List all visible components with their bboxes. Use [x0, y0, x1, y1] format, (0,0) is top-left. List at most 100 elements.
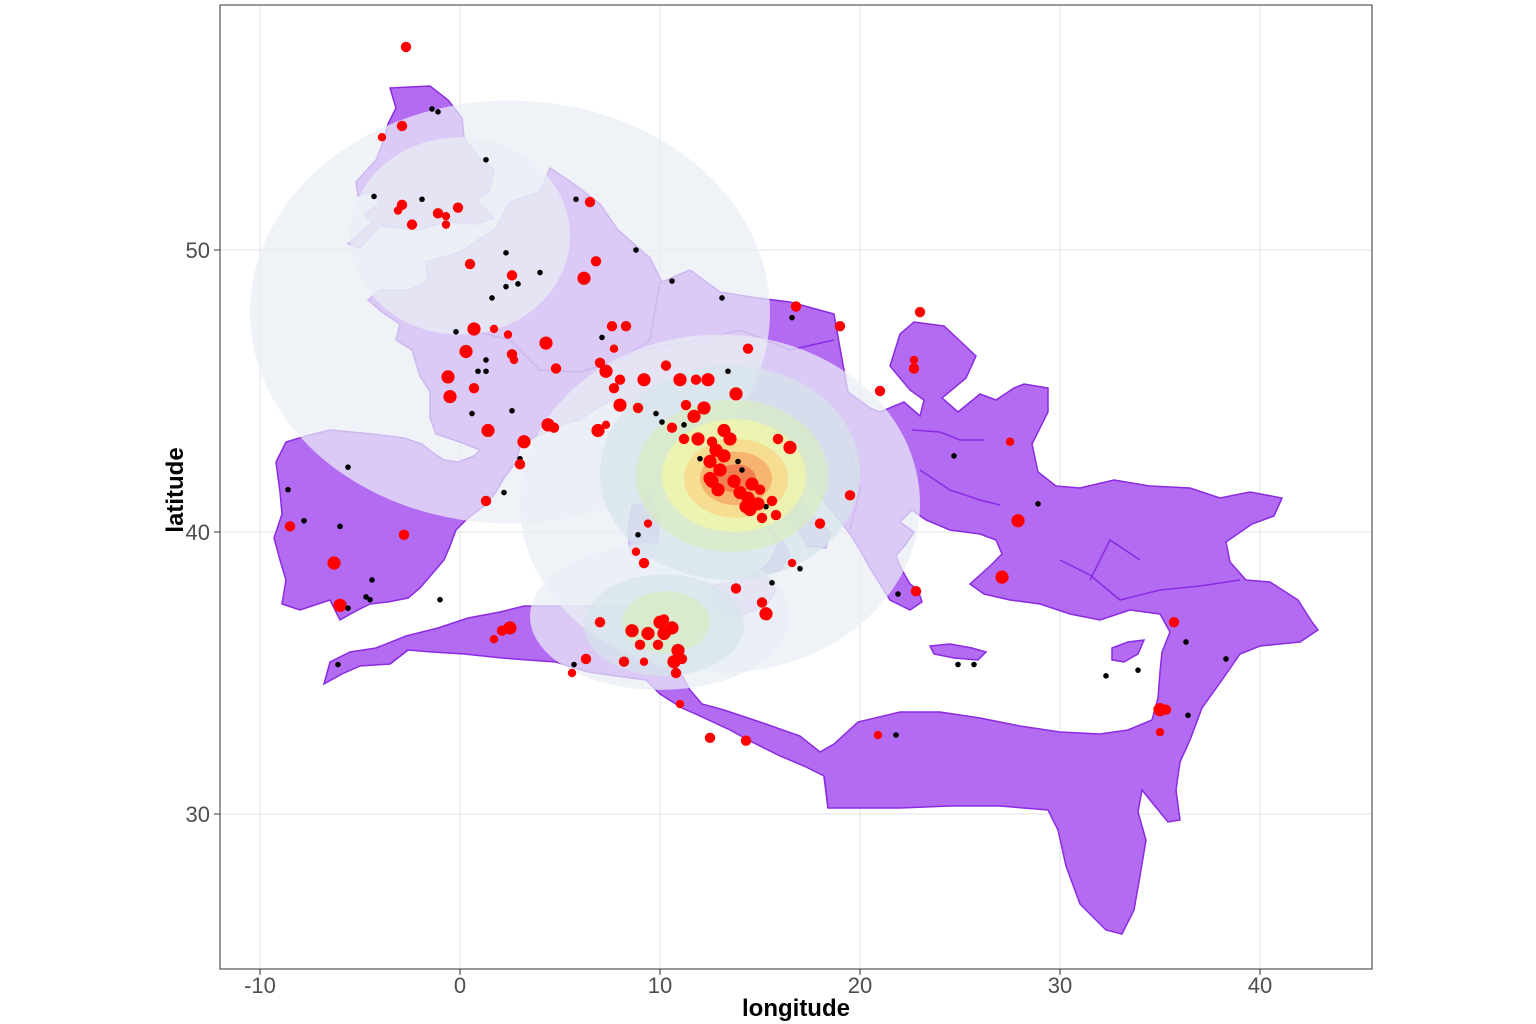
data-point — [652, 639, 664, 650]
data-point — [634, 639, 646, 650]
data-point — [517, 435, 531, 449]
data-point — [759, 607, 773, 621]
data-point — [673, 373, 687, 387]
data-point — [641, 626, 655, 641]
data-point — [483, 357, 489, 363]
data-point — [369, 577, 375, 583]
data-point — [441, 370, 455, 384]
data-point — [371, 193, 377, 200]
data-point — [772, 433, 784, 445]
data-point — [480, 495, 492, 507]
data-point — [697, 401, 711, 415]
x-axis-title: longitude — [742, 995, 850, 1022]
data-point — [468, 382, 480, 394]
data-point — [503, 621, 517, 635]
data-point — [539, 336, 553, 350]
data-point — [745, 477, 759, 491]
data-point — [660, 360, 672, 371]
data-point — [687, 409, 701, 423]
data-point — [400, 41, 412, 53]
data-point — [637, 373, 651, 387]
data-point — [735, 458, 741, 465]
data-point — [639, 657, 649, 666]
data-point — [419, 196, 425, 203]
data-point — [971, 661, 977, 668]
data-point — [441, 211, 451, 221]
data-point — [995, 570, 1009, 584]
data-point — [797, 565, 803, 572]
points-layer — [284, 41, 1229, 746]
data-point — [895, 591, 901, 597]
data-point — [951, 453, 957, 459]
data-point — [739, 467, 745, 473]
data-point — [681, 422, 687, 428]
data-point — [594, 357, 606, 368]
data-point — [503, 330, 513, 339]
data-point — [729, 387, 743, 401]
data-point — [703, 454, 717, 469]
data-point — [1011, 514, 1025, 528]
data-point — [680, 399, 692, 411]
data-point — [719, 295, 725, 301]
data-point — [406, 219, 418, 230]
data-point — [609, 344, 619, 353]
data-point — [910, 586, 922, 597]
data-point — [632, 402, 644, 414]
x-tick-label: 0 — [454, 973, 466, 998]
data-point — [573, 196, 579, 203]
data-point — [669, 278, 675, 284]
data-point — [435, 109, 441, 115]
data-point — [769, 579, 775, 586]
data-point — [697, 455, 703, 462]
x-tick-label: 20 — [848, 973, 872, 998]
data-point — [631, 547, 641, 556]
data-point — [599, 364, 613, 378]
data-point — [459, 344, 473, 359]
data-point — [483, 368, 489, 375]
data-point — [367, 596, 373, 603]
data-point — [908, 363, 920, 374]
data-point — [301, 517, 307, 524]
data-point — [599, 334, 605, 341]
data-point — [653, 410, 659, 417]
data-point — [453, 328, 459, 335]
panel-border — [219, 4, 1373, 970]
data-point — [789, 314, 795, 321]
data-point — [740, 735, 752, 746]
data-point — [834, 320, 846, 332]
data-point — [620, 320, 632, 332]
data-point — [666, 422, 678, 433]
data-point — [635, 532, 641, 538]
data-point — [754, 484, 766, 495]
data-point — [614, 374, 626, 385]
data-point — [503, 283, 509, 290]
x-tick-label: -10 — [244, 973, 276, 998]
data-point — [783, 440, 797, 454]
data-point — [667, 655, 681, 669]
data-point — [1223, 656, 1229, 662]
data-point — [814, 518, 826, 529]
data-point — [548, 422, 560, 433]
data-point — [704, 732, 716, 744]
data-point — [675, 699, 685, 709]
data-point — [790, 301, 802, 312]
data-point — [335, 661, 341, 668]
data-point — [874, 385, 886, 397]
data-point — [678, 433, 690, 445]
data-point — [703, 471, 717, 486]
data-point — [770, 509, 782, 521]
data-point — [955, 661, 961, 668]
data-point — [429, 106, 435, 112]
data-point — [464, 258, 476, 270]
data-point — [1185, 712, 1191, 719]
data-point — [723, 432, 737, 446]
data-point — [638, 557, 650, 569]
y-tick-label: 50 — [186, 238, 210, 263]
data-point — [333, 598, 347, 612]
data-point — [763, 503, 769, 510]
data-point — [571, 661, 577, 668]
data-point — [756, 512, 768, 524]
data-point — [909, 355, 919, 365]
data-point — [670, 667, 682, 679]
